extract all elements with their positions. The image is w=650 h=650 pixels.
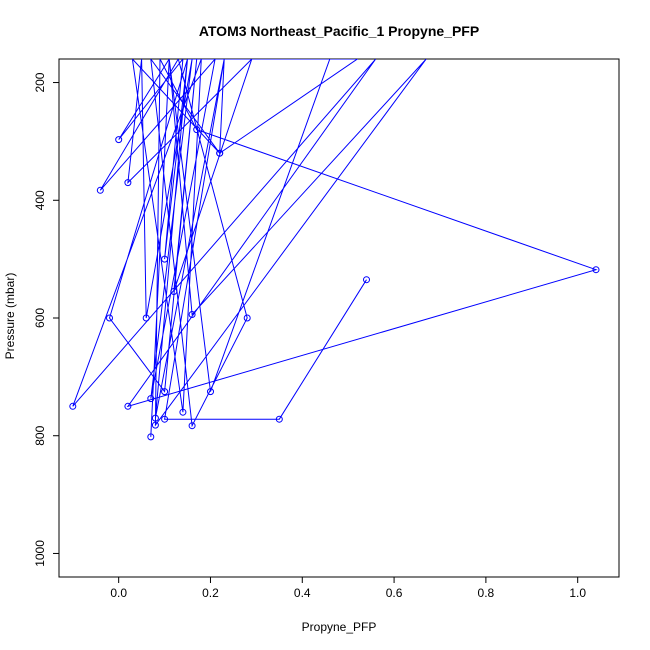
x-tick-label: 1.0 [569, 586, 586, 600]
series-line [72, 59, 598, 437]
x-axis: 0.0 0.2 0.4 0.6 0.8 1.0 [110, 577, 586, 600]
data-point [216, 149, 224, 157]
chart-title: ATOM3 Northeast_Pacific_1 Propyne_PFP [199, 23, 479, 39]
x-tick-label: 0.4 [294, 586, 311, 600]
data-point [275, 415, 283, 423]
data-point [151, 414, 159, 422]
data-point [193, 126, 201, 134]
data-point [124, 402, 132, 410]
data-point [161, 388, 169, 396]
y-tick-label: 800 [33, 425, 47, 445]
y-axis: 200 400 600 800 1000 [33, 72, 59, 567]
data-point [592, 266, 600, 274]
data-point [115, 136, 123, 144]
data-point [363, 276, 370, 284]
x-tick-label: 0.0 [110, 586, 127, 600]
data-point [142, 314, 150, 322]
y-tick-label: 1000 [33, 540, 47, 567]
plot-area [69, 59, 600, 441]
y-axis-label: Pressure (mbar) [3, 273, 17, 360]
data-point [188, 422, 196, 430]
data-point [207, 388, 214, 396]
y-tick-label: 400 [33, 190, 47, 210]
data-point [147, 433, 155, 441]
y-tick-label: 200 [33, 72, 47, 92]
data-point [151, 421, 159, 429]
data-point [69, 402, 77, 410]
data-point [161, 255, 169, 263]
x-axis-label: Propyne_PFP [302, 620, 377, 634]
x-tick-label: 0.6 [386, 586, 403, 600]
data-point [188, 311, 196, 318]
data-point [179, 408, 187, 416]
x-tick-label: 0.2 [202, 586, 219, 600]
x-tick-label: 0.8 [478, 586, 495, 600]
data-point [170, 288, 178, 295]
data-point [106, 314, 113, 322]
data-point [124, 179, 132, 187]
data-point [243, 314, 251, 322]
data-point [96, 186, 104, 194]
data-point [161, 415, 169, 423]
data-point [147, 395, 155, 403]
y-tick-label: 600 [33, 308, 47, 328]
